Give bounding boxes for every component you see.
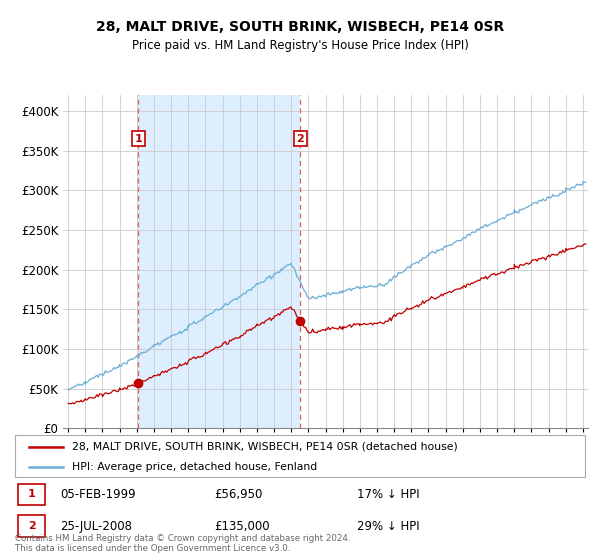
Text: HPI: Average price, detached house, Fenland: HPI: Average price, detached house, Fenl… <box>72 461 317 472</box>
Bar <box>18 515 45 538</box>
Text: 2: 2 <box>28 521 35 531</box>
Text: 29% ↓ HPI: 29% ↓ HPI <box>357 520 419 533</box>
Text: 05-FEB-1999: 05-FEB-1999 <box>61 488 136 501</box>
Text: 1: 1 <box>134 133 142 143</box>
Text: 25-JUL-2008: 25-JUL-2008 <box>61 520 133 533</box>
Text: 1: 1 <box>28 489 35 500</box>
Text: £135,000: £135,000 <box>215 520 270 533</box>
Bar <box>18 484 45 505</box>
Text: Contains HM Land Registry data © Crown copyright and database right 2024.
This d: Contains HM Land Registry data © Crown c… <box>15 534 350 553</box>
Text: 28, MALT DRIVE, SOUTH BRINK, WISBECH, PE14 0SR: 28, MALT DRIVE, SOUTH BRINK, WISBECH, PE… <box>96 20 504 34</box>
Bar <box>138 95 301 428</box>
Text: 2: 2 <box>296 133 304 143</box>
Text: £56,950: £56,950 <box>215 488 263 501</box>
Text: 17% ↓ HPI: 17% ↓ HPI <box>357 488 419 501</box>
Text: Price paid vs. HM Land Registry's House Price Index (HPI): Price paid vs. HM Land Registry's House … <box>131 39 469 52</box>
Text: 28, MALT DRIVE, SOUTH BRINK, WISBECH, PE14 0SR (detached house): 28, MALT DRIVE, SOUTH BRINK, WISBECH, PE… <box>72 442 458 452</box>
